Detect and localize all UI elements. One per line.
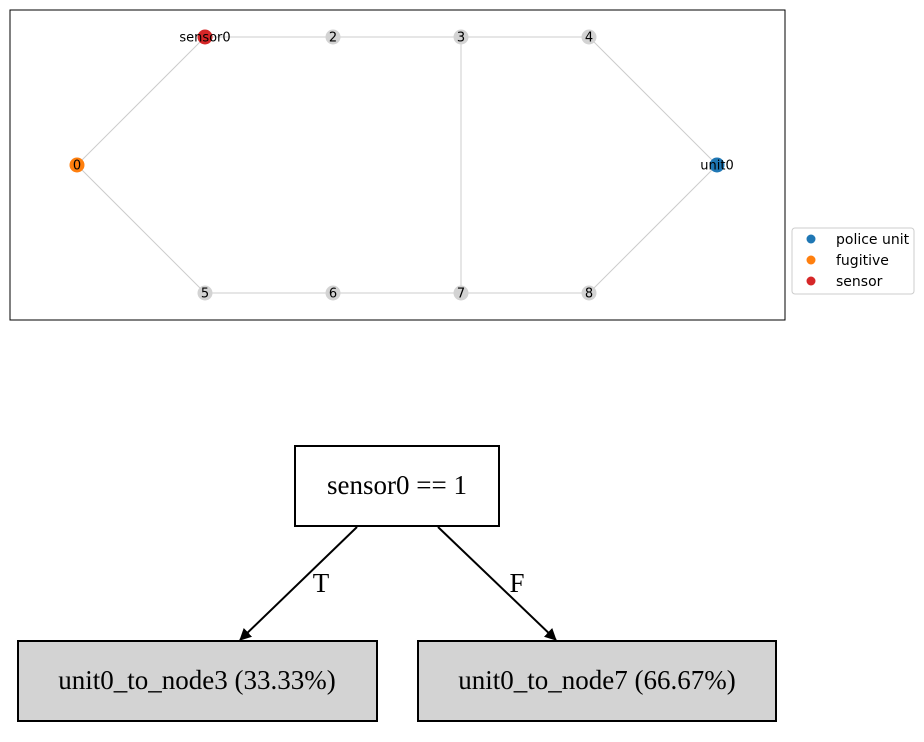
graph-edge-0-5 — [76, 164, 206, 294]
graph-node-label-0: 0 — [73, 159, 81, 174]
graph-node-label-5: 5 — [201, 287, 209, 302]
legend-marker-sensor — [806, 276, 816, 286]
tree-root-node — [294, 445, 500, 527]
tree-leaf-node-7 — [417, 640, 777, 722]
legend-label-fugitive: fugitive — [836, 253, 889, 269]
graph-node-label-2: 2 — [329, 31, 337, 46]
legend-box — [791, 227, 915, 295]
graph-node-label-unit0: unit0 — [700, 159, 733, 174]
graph-node-3 — [453, 29, 469, 45]
graph-node-sensor0 — [197, 29, 213, 45]
legend-label-sensor: sensor — [836, 274, 883, 290]
graph-node-4 — [581, 29, 597, 45]
graph-node-label-sensor0: sensor0 — [179, 31, 230, 46]
tree-leaf-label-3: unit0_to_node3 (33.33%) — [58, 665, 335, 695]
true-branch-label: T — [313, 568, 330, 598]
graph-node-label-3: 3 — [457, 31, 465, 46]
graph-node-label-8: 8 — [585, 287, 593, 302]
graph-node-6 — [325, 285, 341, 301]
legend-marker-fugitive — [806, 255, 816, 265]
graph-edge-8-unit0 — [588, 164, 718, 294]
graph-axes-frame — [9, 9, 786, 321]
graph-node-label-6: 6 — [329, 287, 337, 302]
legend-entries: police unit fugitive sensor — [806, 232, 910, 290]
graph-node-7 — [453, 285, 469, 301]
false-branch-label: F — [509, 568, 524, 598]
graph-node-8 — [581, 285, 597, 301]
false-branch-arrow — [437, 526, 557, 641]
tree-leaf-label-7: unit0_to_node7 (66.67%) — [458, 665, 735, 695]
graph-node-0 — [69, 157, 85, 173]
legend: police unit fugitive sensor — [791, 227, 915, 295]
legend-label-police: police unit — [836, 232, 910, 248]
true-branch-arrow — [239, 526, 358, 641]
graph-edges — [76, 36, 718, 294]
tree-leaf-node-3 — [17, 640, 378, 722]
graph-edge-4-unit0 — [588, 36, 718, 166]
decision-tree: T F sensor0 == 1 unit0_to_node3 (33.33%)… — [17, 445, 777, 722]
tree-root-label: sensor0 == 1 — [327, 470, 467, 500]
graph-node-unit0 — [709, 157, 725, 173]
graph-node-label-7: 7 — [457, 287, 465, 302]
graph-edge-0-sensor0 — [76, 36, 206, 166]
graph-node-2 — [325, 29, 341, 45]
graph-nodes: sensor0 2 3 4 0 unit0 5 6 7 8 — [69, 29, 734, 302]
graph-node-label-4: 4 — [585, 31, 593, 46]
graph-node-5 — [197, 285, 213, 301]
graph-panel: sensor0 2 3 4 0 unit0 5 6 7 8 — [9, 9, 786, 321]
legend-marker-police — [806, 234, 816, 244]
